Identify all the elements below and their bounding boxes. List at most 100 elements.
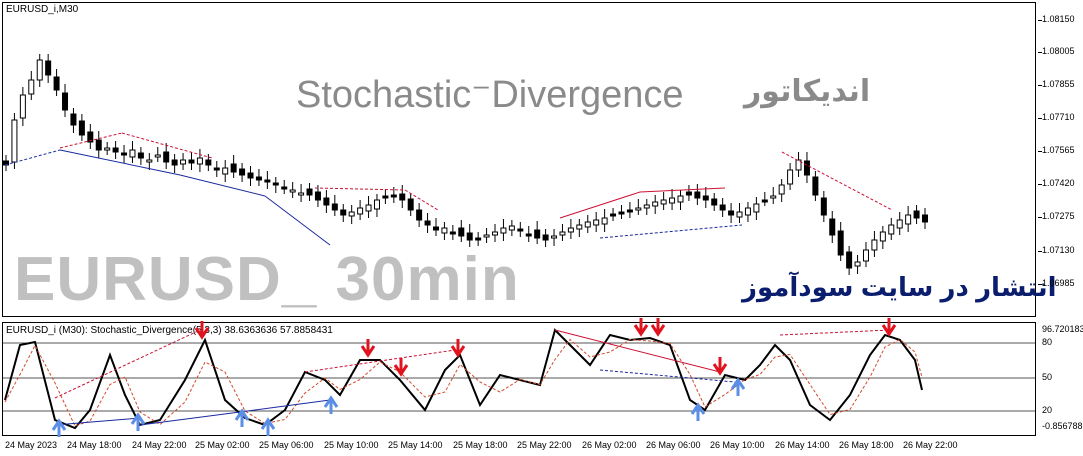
candle-body (534, 229, 541, 239)
candle-body (820, 197, 827, 216)
candle-body (626, 209, 633, 213)
candle-body (787, 169, 794, 185)
candle-body (399, 193, 406, 201)
candle-body (154, 154, 161, 158)
sell-arrow-icon (712, 357, 728, 376)
candle-body (28, 79, 35, 95)
candle-body (222, 167, 229, 175)
candle-body (567, 227, 574, 233)
candle-body (576, 224, 583, 230)
candle-body (508, 225, 515, 231)
time-tick-label: 24 May 2023 (5, 440, 58, 450)
candle-body (306, 188, 313, 196)
candle-body (879, 231, 886, 242)
buy-arrow-icon (690, 402, 706, 421)
divergence-line (179, 174, 266, 197)
candle-body (11, 119, 18, 163)
candle-body (492, 231, 499, 236)
candle-body (104, 147, 111, 151)
watermark-indicator-fa: اندیکاتور (744, 75, 871, 108)
candle-body (424, 220, 431, 226)
candle-body (601, 217, 608, 225)
candle-body (584, 221, 591, 228)
time-tick-label: 25 May 06:00 (259, 440, 314, 450)
oscillator-tick-label: 80 (1042, 337, 1053, 347)
candle-body (812, 176, 819, 196)
candle-body (188, 159, 195, 164)
price-tick-label: 1.07565 (1038, 145, 1075, 155)
candle-body (213, 167, 220, 171)
watermark-symbol: EURUSD_ 30min (14, 245, 520, 314)
time-tick-label: 25 May 02:00 (195, 440, 250, 450)
candle-body (53, 76, 60, 91)
buy-arrow-icon (260, 417, 276, 436)
candle-body (795, 159, 802, 171)
sell-arrow-icon (360, 339, 376, 358)
oscillator-divergence-line (554, 329, 721, 373)
candle-body (669, 197, 676, 204)
candle-body (500, 227, 507, 234)
price-tick-label: 1.07855 (1038, 79, 1075, 89)
candle-body (390, 194, 397, 198)
candle-body (770, 195, 777, 199)
divergence-line (639, 187, 726, 193)
divergence-line (599, 224, 743, 239)
candle-body (441, 227, 448, 234)
buy-arrow-icon (730, 377, 746, 396)
candle-body (542, 234, 549, 241)
oscillator-divergence-line (779, 329, 891, 336)
candle-body (62, 92, 69, 111)
candle-body (922, 214, 928, 223)
candle-body (340, 209, 347, 216)
candle-body (373, 199, 380, 210)
candle-body (677, 195, 684, 203)
price-tick-label: 1.08150 (1038, 14, 1075, 24)
publish-text: انتشار در سایت سودآموز (742, 272, 1057, 302)
price-tick-label: 1.07420 (1038, 178, 1075, 188)
candle-body (888, 224, 895, 235)
candle-body (744, 207, 751, 216)
indicator-label: EURUSD_i (M30): Stochastic_Divergence(5,… (6, 325, 333, 336)
candle-body (905, 214, 912, 225)
divergence-line (781, 151, 893, 211)
candle-body (685, 191, 692, 196)
candle-body (112, 147, 119, 153)
candle-body (846, 251, 853, 269)
candle-body (129, 149, 136, 158)
time-tick-label: 26 May 18:00 (839, 440, 894, 450)
candle-body (255, 176, 262, 181)
candle-body (913, 210, 920, 219)
candle-body (365, 204, 372, 212)
candle-body (239, 168, 246, 176)
stochastic-signal-line (4, 338, 923, 427)
candle-body (593, 219, 600, 226)
sell-arrow-icon (881, 318, 897, 337)
candle-body (517, 228, 524, 232)
divergence-line (559, 191, 641, 219)
candle-body (36, 59, 43, 81)
candle-body (281, 186, 288, 190)
candle-body (466, 232, 473, 241)
candle-body (171, 159, 178, 166)
candle-body (348, 211, 355, 217)
oscillator-tick-label: 96.720183 (1042, 324, 1083, 334)
divergence-line (264, 195, 331, 246)
candle-body (736, 211, 743, 218)
candle-body (407, 198, 414, 211)
candle-body (19, 94, 26, 119)
sell-arrow-icon (393, 358, 409, 377)
oscillator-divergence-line (239, 399, 331, 413)
candle-body (121, 152, 128, 156)
candle-body (137, 152, 144, 159)
sell-arrow-icon (194, 321, 210, 340)
candle-body (458, 227, 465, 237)
oscillator-divergence-line (54, 329, 201, 399)
candle-body (829, 218, 836, 236)
candle-body (196, 157, 203, 165)
time-tick-label: 26 May 14:00 (775, 440, 830, 450)
oscillator-tick-label: 20 (1042, 405, 1053, 415)
time-tick-label: 25 May 18:00 (453, 440, 508, 450)
symbol-label: EURUSD_i,M30 (6, 4, 79, 15)
candle-body (432, 226, 439, 231)
